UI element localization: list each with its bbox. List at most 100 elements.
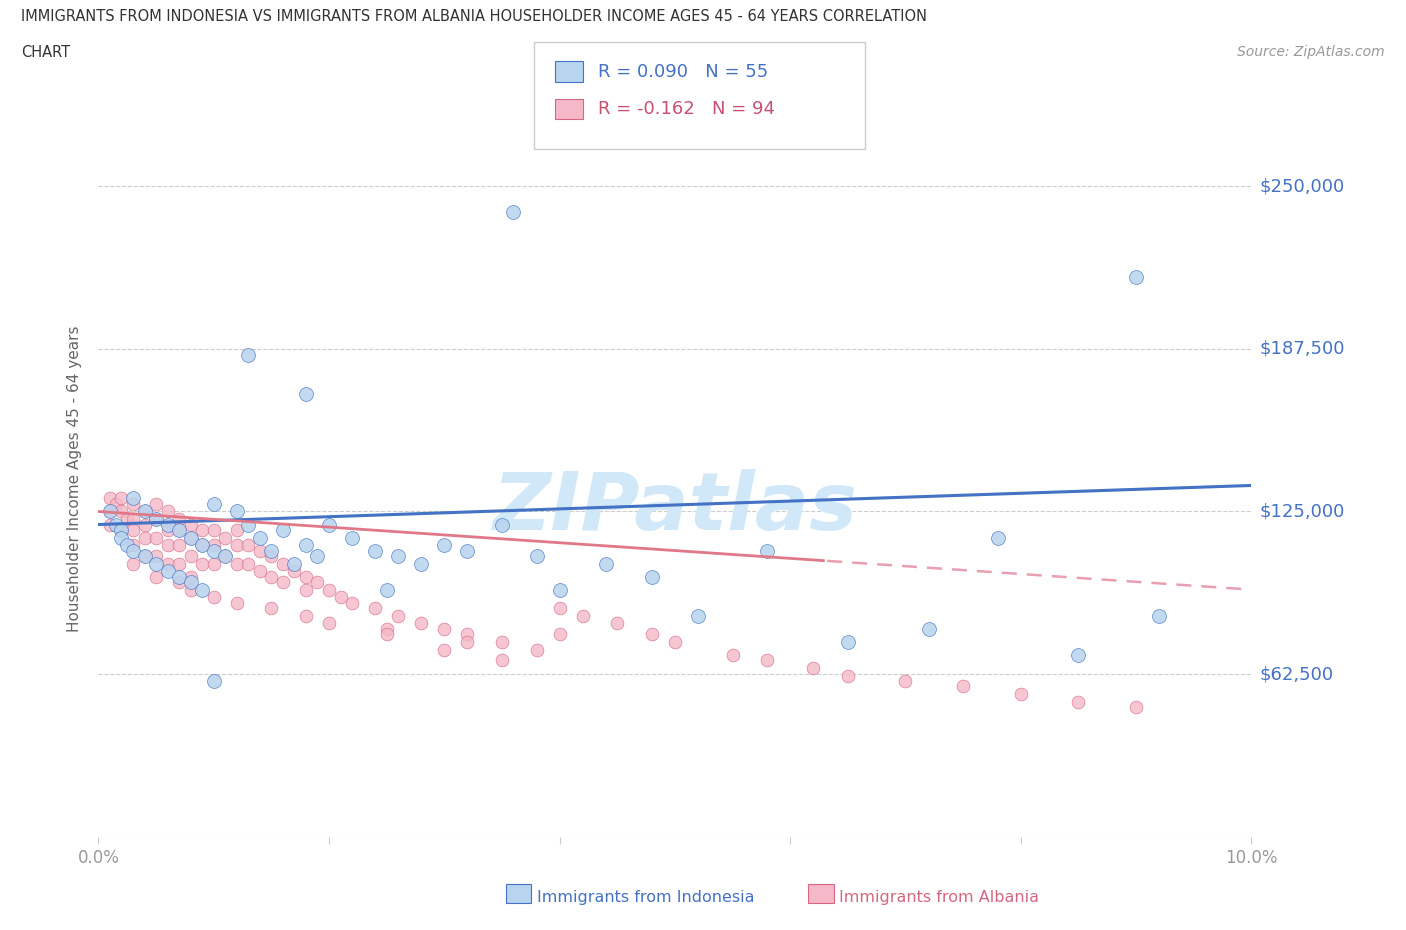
Point [122, 497, 145, 512]
Point [238, 556, 260, 571]
Point [686, 608, 709, 623]
Point [225, 595, 247, 610]
Point [491, 653, 513, 668]
Point [167, 556, 190, 571]
Point [191, 538, 214, 552]
Point [1125, 270, 1147, 285]
Point [249, 530, 271, 545]
Point [167, 538, 190, 552]
Point [145, 530, 167, 545]
Point [295, 582, 318, 597]
Point [225, 504, 247, 519]
Point [238, 517, 260, 532]
Point [1067, 694, 1090, 709]
Point [180, 517, 202, 532]
Point [721, 647, 744, 662]
Point [167, 523, 190, 538]
Point [411, 556, 433, 571]
Point [191, 556, 214, 571]
Point [271, 556, 294, 571]
Point [156, 517, 179, 532]
Point [134, 530, 156, 545]
Point [122, 523, 145, 538]
Point [283, 564, 305, 578]
Point [145, 512, 167, 526]
Point [167, 523, 190, 538]
Point [98, 491, 121, 506]
Point [122, 538, 145, 552]
Point [122, 491, 145, 506]
Point [156, 504, 179, 519]
Point [110, 523, 132, 538]
Point [122, 556, 145, 571]
Point [167, 569, 190, 584]
Point [318, 582, 340, 597]
Point [110, 530, 132, 545]
Point [837, 634, 859, 649]
Point [606, 616, 628, 631]
Point [318, 616, 340, 631]
Point [526, 549, 548, 564]
Point [180, 582, 202, 597]
Point [202, 543, 225, 558]
Point [295, 538, 318, 552]
Point [756, 543, 779, 558]
Point [110, 491, 132, 506]
Text: R = 0.090   N = 55: R = 0.090 N = 55 [598, 62, 768, 81]
Text: Immigrants from Albania: Immigrants from Albania [839, 890, 1039, 905]
Point [548, 601, 571, 616]
Point [180, 530, 202, 545]
Point [156, 564, 179, 578]
Point [801, 660, 824, 675]
Point [295, 608, 318, 623]
Text: IMMIGRANTS FROM INDONESIA VS IMMIGRANTS FROM ALBANIA HOUSEHOLDER INCOME AGES 45 : IMMIGRANTS FROM INDONESIA VS IMMIGRANTS … [21, 9, 927, 24]
Point [191, 582, 214, 597]
Point [117, 512, 138, 526]
Point [411, 616, 433, 631]
Point [134, 504, 156, 519]
Point [340, 595, 363, 610]
Point [307, 575, 329, 590]
Point [595, 556, 617, 571]
Text: $187,500: $187,500 [1260, 339, 1346, 358]
Point [202, 497, 225, 512]
Point [260, 601, 283, 616]
Point [156, 523, 179, 538]
Point [526, 642, 548, 657]
Point [145, 556, 167, 571]
Text: R = -0.162   N = 94: R = -0.162 N = 94 [598, 100, 775, 118]
Point [894, 673, 917, 688]
Point [225, 523, 247, 538]
Point [433, 621, 456, 636]
Point [249, 564, 271, 578]
Point [214, 549, 236, 564]
Text: $125,000: $125,000 [1260, 502, 1346, 521]
Point [238, 538, 260, 552]
Point [295, 387, 318, 402]
Point [571, 608, 593, 623]
Point [548, 582, 571, 597]
Point [98, 504, 121, 519]
Point [117, 538, 138, 552]
Point [134, 517, 156, 532]
Point [156, 538, 179, 552]
Point [260, 569, 283, 584]
Point [491, 634, 513, 649]
Point [122, 543, 145, 558]
Point [329, 590, 352, 604]
Point [180, 549, 202, 564]
Text: Immigrants from Indonesia: Immigrants from Indonesia [537, 890, 755, 905]
Point [134, 504, 156, 519]
Point [167, 575, 190, 590]
Text: $62,500: $62,500 [1260, 665, 1334, 684]
Point [238, 348, 260, 363]
Point [260, 549, 283, 564]
Point [202, 673, 225, 688]
Point [641, 569, 664, 584]
Text: $250,000: $250,000 [1260, 177, 1346, 195]
Point [260, 543, 283, 558]
Point [191, 538, 214, 552]
Point [110, 504, 132, 519]
Point [202, 523, 225, 538]
Point [180, 530, 202, 545]
